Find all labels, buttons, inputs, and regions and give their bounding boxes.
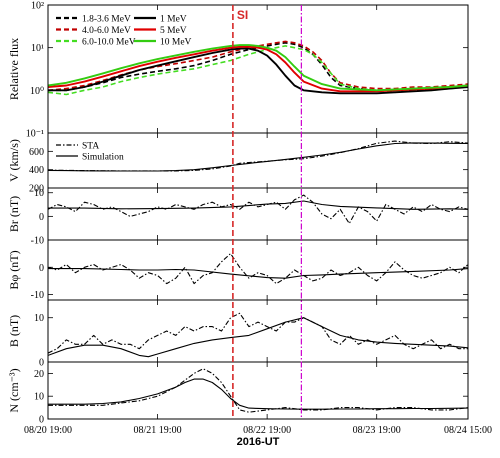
y-tick-label: 10⁰ [30, 86, 44, 97]
y-axis-label: V (km/s) [7, 139, 21, 182]
panel-B: 0 10 B (nT) [7, 299, 469, 369]
y-tick-label: 0 [39, 263, 44, 274]
si-label: SI [237, 8, 248, 22]
legend-label: 1 MeV [160, 15, 187, 25]
y-tick-label: 10 [34, 313, 44, 324]
series-line-sta [48, 140, 468, 172]
y-tick-label: 0 [39, 212, 44, 223]
y-axis-label: B (nT) [7, 315, 21, 347]
x-tick-label: 08/22 19:00 [243, 425, 291, 436]
legend-label: Simulation [82, 153, 124, 163]
series-line-sta [48, 312, 468, 354]
series-group [48, 368, 468, 413]
y-tick-label: 10⁻¹ [26, 129, 44, 140]
y-tick-label: 10 [34, 392, 44, 403]
y-axis-label: Relative flux [7, 38, 21, 100]
legend-label: 10 MeV [160, 38, 192, 48]
y-tick-label: 200 [29, 184, 44, 195]
y-tick-label: 400 [29, 165, 44, 176]
panel-flux: 10⁻¹ 10⁰ 10¹ 10² Relative flux 1.8-3.6 MeV4.0… [7, 1, 469, 140]
series-line-sta [48, 253, 468, 285]
y-tick-label: 0 [39, 415, 44, 426]
legend-label: 5 MeV [160, 26, 187, 36]
panels: 10⁻¹ 10⁰ 10¹ 10² Relative flux 1.8-3.6 MeV4.0… [7, 1, 469, 426]
y-axis-label: Bφ (nT) [7, 250, 21, 289]
y-tick-label: -10 [31, 236, 44, 247]
x-tick-label: 08/20 19:00 [24, 425, 72, 436]
x-tick-label: 08/21 19:00 [134, 425, 182, 436]
series-line-6-0-10-0-mev [48, 45, 468, 96]
legend-label: 6.0-10.0 MeV [82, 38, 136, 48]
legend-label: 1.8-3.6 MeV [82, 15, 131, 25]
x-axis: 08/20 19:00 08/21 19:00 08/22 19:00 08/23 1… [24, 425, 492, 448]
legend-label: STA [82, 142, 99, 152]
series-line-1-mev [48, 47, 468, 95]
event-markers: SI [232, 5, 302, 419]
y-axis-label: N (cm⁻³) [7, 368, 21, 412]
y-tick-label: 10¹ [31, 43, 44, 54]
y-tick-label: 0 [39, 358, 44, 369]
legend-label: 4.0-6.0 MeV [82, 26, 131, 36]
series-line-simulation [48, 142, 468, 172]
series-group [48, 194, 468, 225]
panel-Bphi: -10 0 Bφ (nT) [7, 239, 469, 301]
panel-frame [47, 361, 469, 420]
series-group [48, 40, 468, 96]
panel-frame [47, 299, 469, 363]
y-axis-label: Br (nT) [7, 196, 21, 232]
panel-frame [47, 187, 469, 241]
series-group [48, 312, 468, 358]
series-line-sta [48, 194, 468, 225]
series-line-sta [48, 368, 468, 413]
x-tick-label: 08/23 19:00 [353, 425, 401, 436]
y-tick-label: 600 [29, 147, 44, 158]
series-group [48, 253, 468, 285]
y-tick-label: 10² [31, 1, 44, 12]
x-tick-label: 08/24 15:00 [444, 425, 492, 436]
y-tick-label: 20 [34, 369, 44, 380]
x-axis-title: 2016-UT [237, 436, 280, 448]
series-group [48, 140, 468, 172]
panel-N: 0 10 20 N (cm⁻³) [7, 361, 469, 426]
y-tick-label: 10 [34, 188, 44, 199]
y-tick-label: -10 [31, 290, 44, 301]
series-line-simulation [48, 200, 468, 210]
series-line-simulation [48, 317, 468, 358]
series-line-10-mev [48, 44, 468, 92]
series-line-simulation [48, 268, 468, 279]
series-line-4-0-6-0-mev [48, 40, 468, 92]
series-line-simulation [48, 378, 468, 410]
panel-Br: -10 0 10 Br (nT) [7, 187, 469, 247]
